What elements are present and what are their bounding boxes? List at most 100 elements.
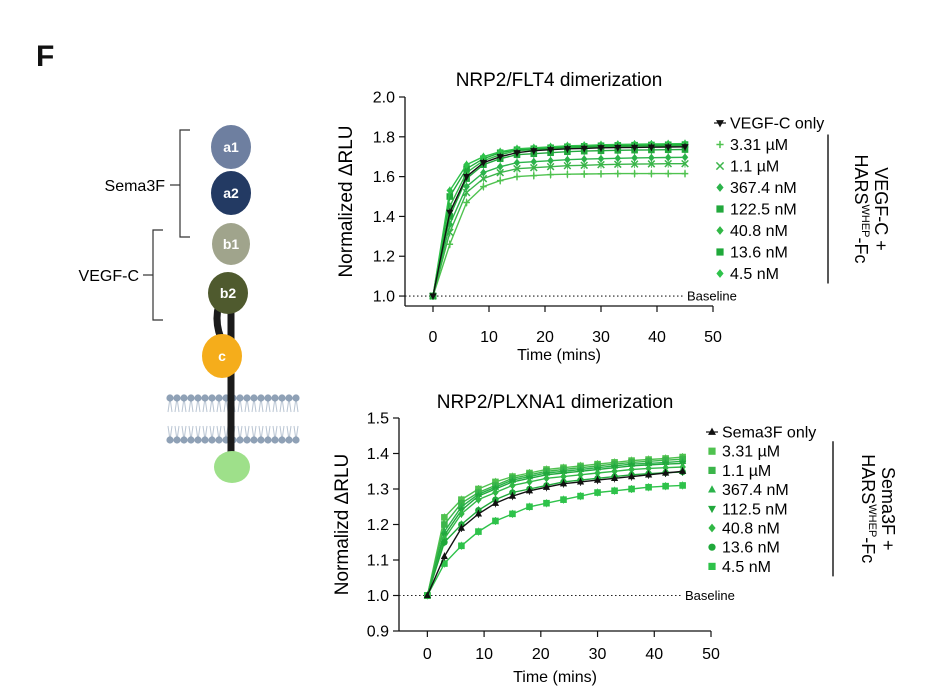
treatment-label-line1: VEGF-C + — [871, 167, 891, 251]
data-point — [614, 144, 622, 152]
legend-item: 13.6 nM — [716, 245, 788, 262]
data-point — [446, 186, 454, 195]
data-point — [647, 160, 656, 168]
data-point — [513, 158, 521, 167]
series-line — [432, 156, 686, 297]
data-point — [708, 562, 716, 570]
data-point — [577, 492, 584, 500]
data-point — [716, 140, 724, 149]
data-point — [594, 489, 601, 496]
data-point — [594, 469, 601, 477]
series-0 — [423, 467, 687, 599]
legend-label: 367.4 nM — [722, 482, 789, 499]
legend-label: 122.5 nM — [730, 202, 797, 219]
x-axis-label: Time (mins) — [517, 347, 601, 364]
data-point — [441, 514, 448, 521]
cytoplasmic-tail — [214, 451, 250, 483]
data-point — [708, 523, 716, 533]
x-tick-label: 40 — [648, 329, 666, 346]
data-point — [611, 487, 618, 495]
series-line — [432, 144, 686, 297]
data-point — [492, 488, 499, 497]
y-tick-label: 1.8 — [373, 129, 395, 146]
x-axis-label: Time (mins) — [513, 669, 597, 686]
data-point — [509, 510, 516, 518]
data-point — [546, 147, 555, 154]
data-point — [614, 170, 622, 177]
data-point — [708, 466, 716, 474]
lipid-head — [292, 436, 300, 444]
x-tick-label: 0 — [423, 646, 432, 663]
y-tick-label: 1.2 — [367, 517, 389, 534]
data-point — [509, 481, 516, 490]
x-tick-label: 50 — [704, 329, 722, 346]
data-point — [496, 154, 504, 161]
lipid-head — [173, 436, 181, 444]
data-point — [479, 174, 488, 183]
data-point — [441, 521, 448, 528]
lipid-head — [250, 436, 258, 444]
treatment-label: VEGF-C +HARSWHEP-Fc — [851, 154, 891, 263]
data-point — [645, 464, 652, 473]
lipid-head — [264, 436, 272, 444]
series-line — [426, 462, 683, 596]
data-point — [715, 161, 725, 171]
x-tick-label: 30 — [589, 646, 607, 663]
data-point — [441, 538, 448, 546]
data-point — [597, 160, 605, 169]
data-point — [475, 495, 482, 504]
data-point — [496, 168, 505, 177]
data-point — [480, 168, 487, 177]
data-point — [529, 163, 538, 172]
data-point — [457, 524, 466, 531]
y-tick-label: 1.5 — [367, 411, 389, 428]
series-line — [426, 456, 683, 596]
data-point — [513, 164, 521, 173]
data-point — [681, 153, 689, 162]
series-5 — [424, 462, 686, 600]
y-tick-label: 1.6 — [373, 169, 395, 186]
data-point — [446, 240, 454, 248]
legend-item: 367.4 nM — [708, 482, 789, 499]
series-line — [432, 146, 686, 297]
data-point — [627, 472, 636, 480]
data-point — [679, 463, 686, 471]
data-point — [716, 248, 724, 256]
series-line — [426, 458, 683, 596]
y-axis-label: Normalized ΔRLU — [336, 125, 357, 277]
data-point — [610, 474, 619, 481]
y-tick-label: 1.0 — [367, 588, 389, 605]
data-point — [681, 144, 689, 151]
domain-b2: b2 — [208, 272, 248, 314]
data-point — [547, 156, 554, 165]
cell-membrane — [166, 394, 300, 444]
chart-nrp2-plxna1: NRP2/PLXNA1 dimerization 0 10 20 30 40 50 0.9 1.… — [332, 392, 898, 686]
baseline-label: Baseline — [687, 289, 737, 304]
data-point — [681, 170, 689, 177]
baseline-label: Baseline — [685, 588, 735, 603]
data-point — [446, 193, 454, 200]
data-point — [580, 145, 588, 153]
lipid-head — [194, 394, 202, 402]
y-tick-label: 1.0 — [373, 289, 395, 306]
legend-item: 3.31 µM — [716, 137, 788, 154]
data-point — [716, 120, 724, 128]
data-point — [679, 482, 686, 489]
data-point — [662, 463, 669, 472]
data-point — [560, 472, 567, 481]
lipid-head — [278, 436, 286, 444]
legend-item: 367.4 nM — [716, 180, 797, 197]
series-1 — [429, 169, 689, 300]
x-tick-label: 10 — [475, 646, 493, 663]
x-tick-label: 20 — [536, 329, 554, 346]
data-point — [577, 470, 584, 479]
series-line — [426, 466, 683, 596]
series-line — [426, 460, 683, 596]
data-point — [628, 465, 635, 474]
legend-label: 3.31 µM — [722, 444, 780, 461]
lipid-head — [208, 436, 216, 444]
legend-item: 112.5 nM — [708, 501, 788, 518]
data-point — [446, 209, 454, 217]
lipid-head — [201, 436, 209, 444]
